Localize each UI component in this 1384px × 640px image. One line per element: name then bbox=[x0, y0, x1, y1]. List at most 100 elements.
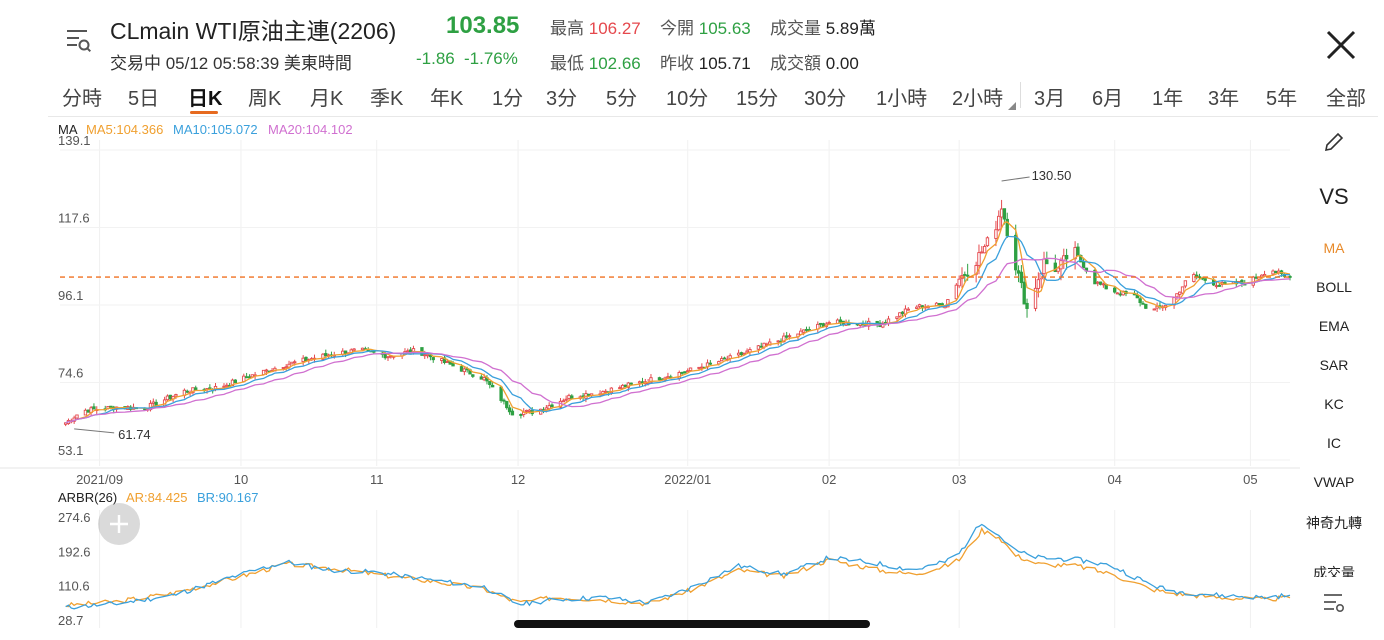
tab-3年[interactable]: 3年 bbox=[1208, 88, 1240, 110]
indicator-神奇九轉[interactable]: 神奇九轉 bbox=[1306, 515, 1362, 531]
tab-年K[interactable]: 年K bbox=[430, 88, 464, 110]
candle-body bbox=[561, 400, 565, 403]
indicator-settings-icon[interactable] bbox=[1302, 590, 1366, 617]
tab-月K[interactable]: 月K bbox=[310, 88, 344, 110]
tab-日K[interactable]: 日K bbox=[188, 88, 223, 110]
tab-2小時[interactable]: 2小時 bbox=[952, 88, 1004, 110]
candle-body bbox=[431, 357, 435, 361]
candle-body bbox=[109, 405, 113, 408]
add-indicator-button[interactable] bbox=[98, 503, 140, 545]
menu-search-icon[interactable] bbox=[64, 26, 92, 54]
indicator-SAR[interactable]: SAR bbox=[1319, 357, 1349, 373]
candle-body bbox=[1217, 284, 1221, 287]
candle-body bbox=[697, 366, 701, 369]
candle-body bbox=[1175, 293, 1179, 298]
quote-high: 最高 106.27 bbox=[550, 14, 641, 39]
arbr-legend-br: BR:90.167 bbox=[197, 490, 258, 505]
candle-body bbox=[244, 376, 249, 379]
x-tick-label: 11 bbox=[370, 472, 384, 487]
candle-body bbox=[1113, 287, 1117, 293]
tab-周K[interactable]: 周K bbox=[248, 88, 282, 110]
sub-y-tick-label: 192.6 bbox=[58, 544, 91, 559]
sub-y-tick-label: 110.6 bbox=[58, 579, 90, 594]
tab-1小時[interactable]: 1小時 bbox=[876, 88, 928, 110]
candle-body bbox=[304, 356, 308, 362]
candle-body bbox=[742, 352, 746, 355]
ma-legend-title: MA bbox=[58, 122, 78, 137]
candle-body bbox=[1135, 294, 1139, 299]
prev-label: 昨收 bbox=[660, 54, 694, 73]
ma10-line bbox=[65, 235, 1290, 424]
ar-line bbox=[65, 526, 1291, 608]
candle-body bbox=[700, 366, 704, 369]
edit-icon[interactable] bbox=[1302, 130, 1366, 157]
indicator-VWAP[interactable]: VWAP bbox=[1313, 474, 1355, 490]
candle-body bbox=[917, 304, 922, 307]
tab-全部[interactable]: 全部 bbox=[1326, 88, 1366, 110]
candle-body bbox=[86, 409, 90, 413]
y-tick-label: 117.6 bbox=[58, 211, 90, 226]
tab-分時[interactable]: 分時 bbox=[62, 88, 102, 110]
candle-body bbox=[708, 362, 713, 365]
low-annotation-leader bbox=[74, 428, 115, 434]
candle-body bbox=[1223, 282, 1227, 285]
high-annotation-leader bbox=[1001, 176, 1030, 182]
tab-5分[interactable]: 5分 bbox=[606, 88, 638, 110]
candle-body bbox=[1138, 298, 1142, 304]
quote-turnover: 成交額 0.00 bbox=[770, 49, 859, 74]
candle-body bbox=[785, 335, 789, 338]
candle-body bbox=[1081, 261, 1086, 269]
candle-body bbox=[759, 345, 763, 348]
y-tick-label: 139.1 bbox=[58, 133, 91, 148]
indicator-KC[interactable]: KC bbox=[1324, 396, 1344, 412]
candle-body bbox=[980, 251, 984, 254]
indicator-成交量[interactable]: 成交量 bbox=[1313, 565, 1355, 577]
close-icon[interactable] bbox=[1318, 22, 1364, 68]
candle-body bbox=[428, 354, 433, 358]
candle-body bbox=[550, 404, 554, 408]
candle-body bbox=[1274, 270, 1278, 274]
tab-6月[interactable]: 6月 bbox=[1092, 88, 1124, 110]
indicator-BOLL[interactable]: BOLL bbox=[1316, 279, 1352, 295]
indicator-MA[interactable]: MA bbox=[1323, 240, 1345, 256]
quote-volume: 成交量 5.89萬 bbox=[770, 14, 876, 39]
tab-季K[interactable]: 季K bbox=[370, 88, 404, 110]
tab-5年[interactable]: 5年 bbox=[1266, 88, 1298, 110]
tab-3分[interactable]: 3分 bbox=[546, 88, 578, 110]
indicator-IC[interactable]: IC bbox=[1327, 435, 1341, 451]
candle-body bbox=[649, 377, 653, 383]
ma-legend-item: MA20:104.102 bbox=[268, 122, 353, 137]
candle-body bbox=[165, 395, 170, 401]
low-value: 102.66 bbox=[588, 54, 641, 73]
candle-body bbox=[1076, 246, 1080, 257]
candle-body bbox=[499, 386, 503, 401]
arbr-legend-ar: AR:84.425 bbox=[126, 490, 187, 505]
tab-5日[interactable]: 5日 bbox=[128, 88, 160, 110]
chart-area[interactable]: 2021/09 10 11 12 2022/01 02 03 04 05 139.1 117.6 96… bbox=[0, 0, 1300, 640]
tab-10分[interactable]: 10分 bbox=[666, 88, 709, 110]
tab-1分[interactable]: 1分 bbox=[492, 88, 524, 110]
candle-body bbox=[425, 354, 430, 357]
tabs-divider bbox=[48, 116, 1378, 117]
tab-1年[interactable]: 1年 bbox=[1152, 88, 1184, 110]
candle-body bbox=[604, 390, 608, 393]
vs-button[interactable]: VS bbox=[1319, 184, 1349, 209]
sub-y-tick-label: 28.7 bbox=[58, 613, 83, 628]
candle-body bbox=[623, 384, 628, 388]
y-tick-label: 74.6 bbox=[58, 366, 83, 381]
candle-body bbox=[1016, 270, 1021, 274]
x-tick-label: 05 bbox=[1243, 472, 1257, 487]
candle-body bbox=[895, 316, 899, 319]
candle-body bbox=[462, 368, 467, 373]
candle-body bbox=[1002, 208, 1007, 220]
candle-body bbox=[609, 387, 614, 394]
price-change: -1.86 bbox=[416, 49, 455, 68]
indicator-EMA[interactable]: EMA bbox=[1318, 318, 1350, 334]
tab-3月[interactable]: 3月 bbox=[1034, 88, 1066, 110]
candle-body bbox=[994, 229, 998, 239]
tab-30分[interactable]: 30分 bbox=[804, 88, 847, 110]
candle-body bbox=[666, 376, 670, 379]
tab-15分[interactable]: 15分 bbox=[736, 88, 779, 110]
turnover-label: 成交額 bbox=[770, 54, 821, 73]
open-value: 105.63 bbox=[698, 19, 751, 38]
